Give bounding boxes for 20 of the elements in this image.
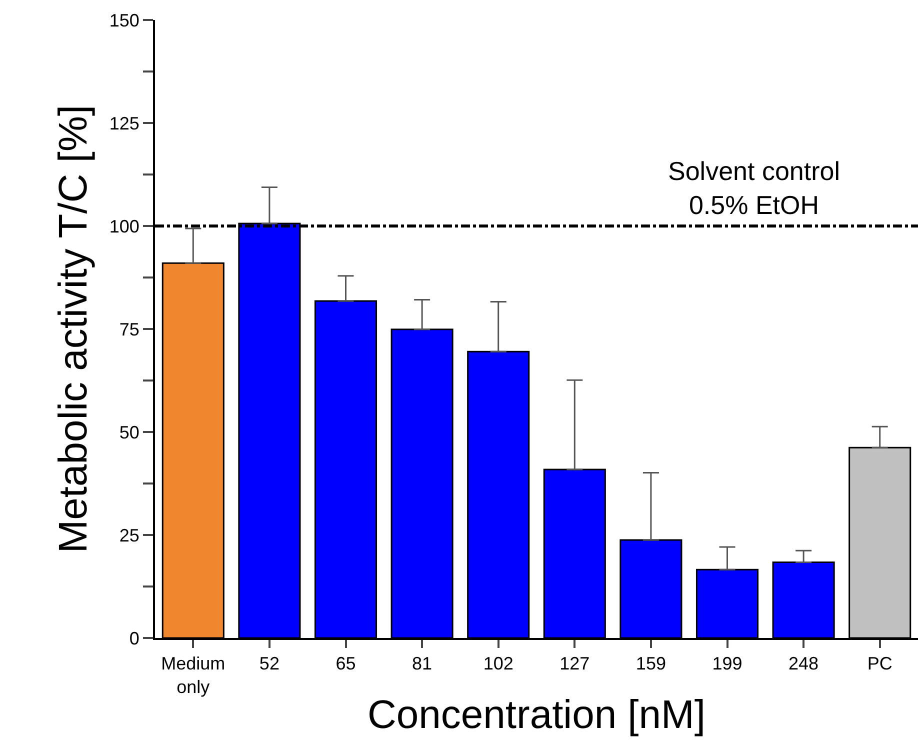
- y-tick-label: 150: [109, 10, 140, 30]
- x-tick-label: Medium only: [161, 654, 226, 697]
- x-tick-label: 65: [336, 654, 356, 674]
- x-tick-label: 159: [636, 654, 666, 674]
- y-tick-label: 75: [119, 319, 140, 340]
- y-tick-label: 50: [119, 422, 140, 442]
- x-tick-label: 199: [712, 654, 742, 674]
- y-tick-label: 0: [129, 628, 140, 648]
- x-tick-label: 52: [259, 654, 280, 674]
- y-tick-label: 25: [119, 525, 140, 546]
- ref-line-label: Solvent control 0.5% EtOH: [668, 156, 840, 220]
- x-tick-label: 102: [483, 654, 514, 674]
- x-tick-label: PC: [867, 654, 892, 674]
- x-tick-label: 81: [412, 654, 432, 674]
- y-tick-label: 100: [109, 216, 140, 236]
- x-axis-title: Concentration [nM]: [368, 693, 706, 737]
- x-tick-label: 248: [788, 654, 819, 674]
- y-tick-label: 125: [109, 113, 140, 134]
- y-axis-title: Metabolic activity T/C [%]: [51, 104, 96, 554]
- x-tick-label: 127: [560, 654, 590, 674]
